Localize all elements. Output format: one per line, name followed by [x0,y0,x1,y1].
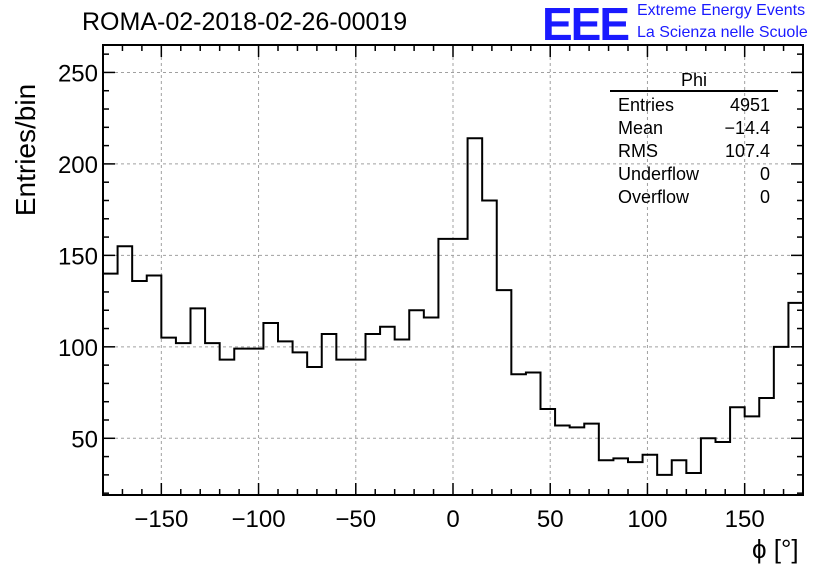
x-tick-label: 0 [446,506,459,533]
y-axis-label-box: Entries/bin [6,84,46,216]
y-axis-tick-labels: 50 100 150 200 250 [58,60,98,453]
stats-label: Overflow [618,187,690,207]
x-tick-label: 150 [725,506,765,533]
grid-lines [103,45,803,495]
stats-value: 107.4 [724,141,770,161]
x-axis-label: ϕ [°] [752,534,799,564]
x-tick-label: 50 [537,506,564,533]
y-axis-ticks [103,53,803,494]
chart-title: ROMA-02-2018-02-26-00019 [82,8,408,36]
stats-box-rule [610,90,778,92]
stats-row-entries: Entries 4951 [610,94,778,117]
stats-row-underflow: Underflow 0 [610,163,778,186]
stats-row-mean: Mean −14.4 [610,117,778,140]
logo-caption-line1: Extreme Energy Events [637,2,806,19]
x-tick-label: −150 [134,506,188,533]
stats-label: RMS [618,141,658,161]
y-tick-label: 200 [58,152,98,179]
stats-row-overflow: Overflow 0 [610,186,778,209]
x-axis-tick-labels: −150 −100 −50 0 50 100 150 [134,506,764,533]
y-tick-label: 150 [58,243,98,270]
x-tick-label: −100 [232,506,286,533]
y-tick-label: 100 [58,335,98,362]
stats-value: −14.4 [724,118,770,138]
stats-label: Mean [618,118,664,138]
x-axis-ticks [102,45,804,495]
x-tick-label: 100 [627,506,667,533]
y-tick-label: 250 [58,60,98,87]
x-tick-label: −50 [335,506,376,533]
histogram-series-line [103,137,804,476]
stats-box-title: Phi [680,70,707,90]
stats-value: 0 [759,187,770,207]
stats-value: 0 [759,164,770,184]
stats-label: Entries [618,95,675,115]
stats-box: Phi Entries 4951 Mean −14.4 RMS 107.4 Under… [610,70,778,209]
logo-caption-line2: La Scienza nelle Scuole [637,24,808,41]
stats-value: 4951 [729,95,770,115]
y-axis-label: Entries/bin [10,83,41,217]
eee-logo: EEE [542,0,630,50]
stats-label: Underflow [618,164,700,184]
stats-row-rms: RMS 107.4 [610,140,778,163]
y-tick-label: 50 [71,426,98,453]
